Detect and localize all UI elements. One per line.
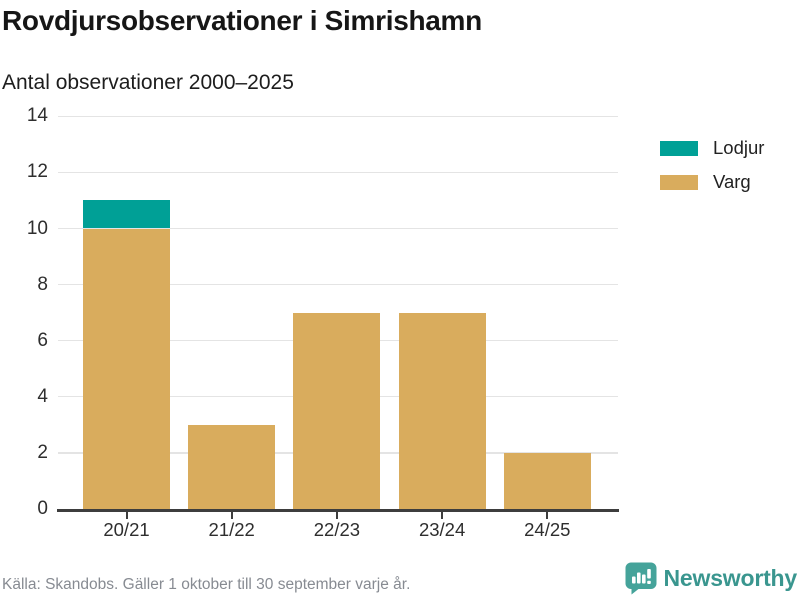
gridline bbox=[58, 115, 618, 117]
y-axis-label: 6 bbox=[37, 329, 48, 351]
legend-label: Varg bbox=[713, 171, 751, 192]
bar-chart: 0 2 4 6 8 10 12 14 20/21 21/22 22/23 23/24 24/25 Lo… bbox=[0, 100, 800, 560]
bar-segment-varg-23-24 bbox=[398, 312, 486, 509]
legend-swatch bbox=[660, 174, 698, 190]
y-axis-label: 12 bbox=[26, 161, 48, 183]
x-axis-label: 24/25 bbox=[524, 519, 571, 540]
y-axis-label: 4 bbox=[37, 385, 48, 407]
y-axis-label: 10 bbox=[26, 217, 48, 239]
x-axis-tick bbox=[546, 512, 549, 519]
x-axis-tick bbox=[441, 512, 444, 519]
y-axis-label: 0 bbox=[37, 498, 48, 519]
legend-item: Lodjur bbox=[660, 137, 764, 159]
y-axis-label: 14 bbox=[26, 105, 48, 127]
bar-segment-varg-22-23 bbox=[293, 312, 381, 509]
chart-subtitle: Antal observationer 2000–2025 bbox=[2, 71, 294, 94]
y-axis-label: 2 bbox=[37, 441, 48, 463]
legend: Lodjur Varg bbox=[660, 137, 764, 205]
x-axis-label: 20/21 bbox=[103, 519, 150, 540]
y-axis-label: 8 bbox=[37, 273, 48, 295]
legend-label: Lodjur bbox=[713, 137, 765, 158]
bar-segment-varg-21-22 bbox=[188, 424, 276, 509]
x-axis-line bbox=[57, 509, 619, 512]
legend-item: Varg bbox=[660, 171, 764, 193]
x-axis-label: 22/23 bbox=[313, 519, 361, 540]
bar-chart-speech-bubble-icon bbox=[625, 562, 657, 595]
legend-swatch bbox=[660, 140, 698, 156]
bar-segment-lodjur-20-21 bbox=[83, 200, 170, 229]
page-title: Rovdjursobservationer i Simrishamn bbox=[2, 5, 482, 36]
x-axis-label: 23/24 bbox=[418, 519, 466, 540]
bar-segment-varg-24-25 bbox=[503, 452, 591, 509]
x-axis-tick bbox=[335, 512, 338, 519]
x-axis-tick bbox=[125, 512, 128, 519]
x-axis-tick bbox=[230, 512, 233, 519]
gridline bbox=[58, 283, 618, 286]
source-note: Källa: Skandobs. Gäller 1 oktober till 3… bbox=[2, 576, 411, 593]
gridline bbox=[58, 227, 618, 230]
gridline bbox=[58, 171, 618, 174]
bar-segment-varg-20-21 bbox=[83, 228, 170, 509]
newsworthy-logo: Newsworthy bbox=[624, 561, 797, 595]
x-axis-label: 21/22 bbox=[208, 519, 255, 540]
newsworthy-wordmark: Newsworthy bbox=[663, 564, 798, 591]
